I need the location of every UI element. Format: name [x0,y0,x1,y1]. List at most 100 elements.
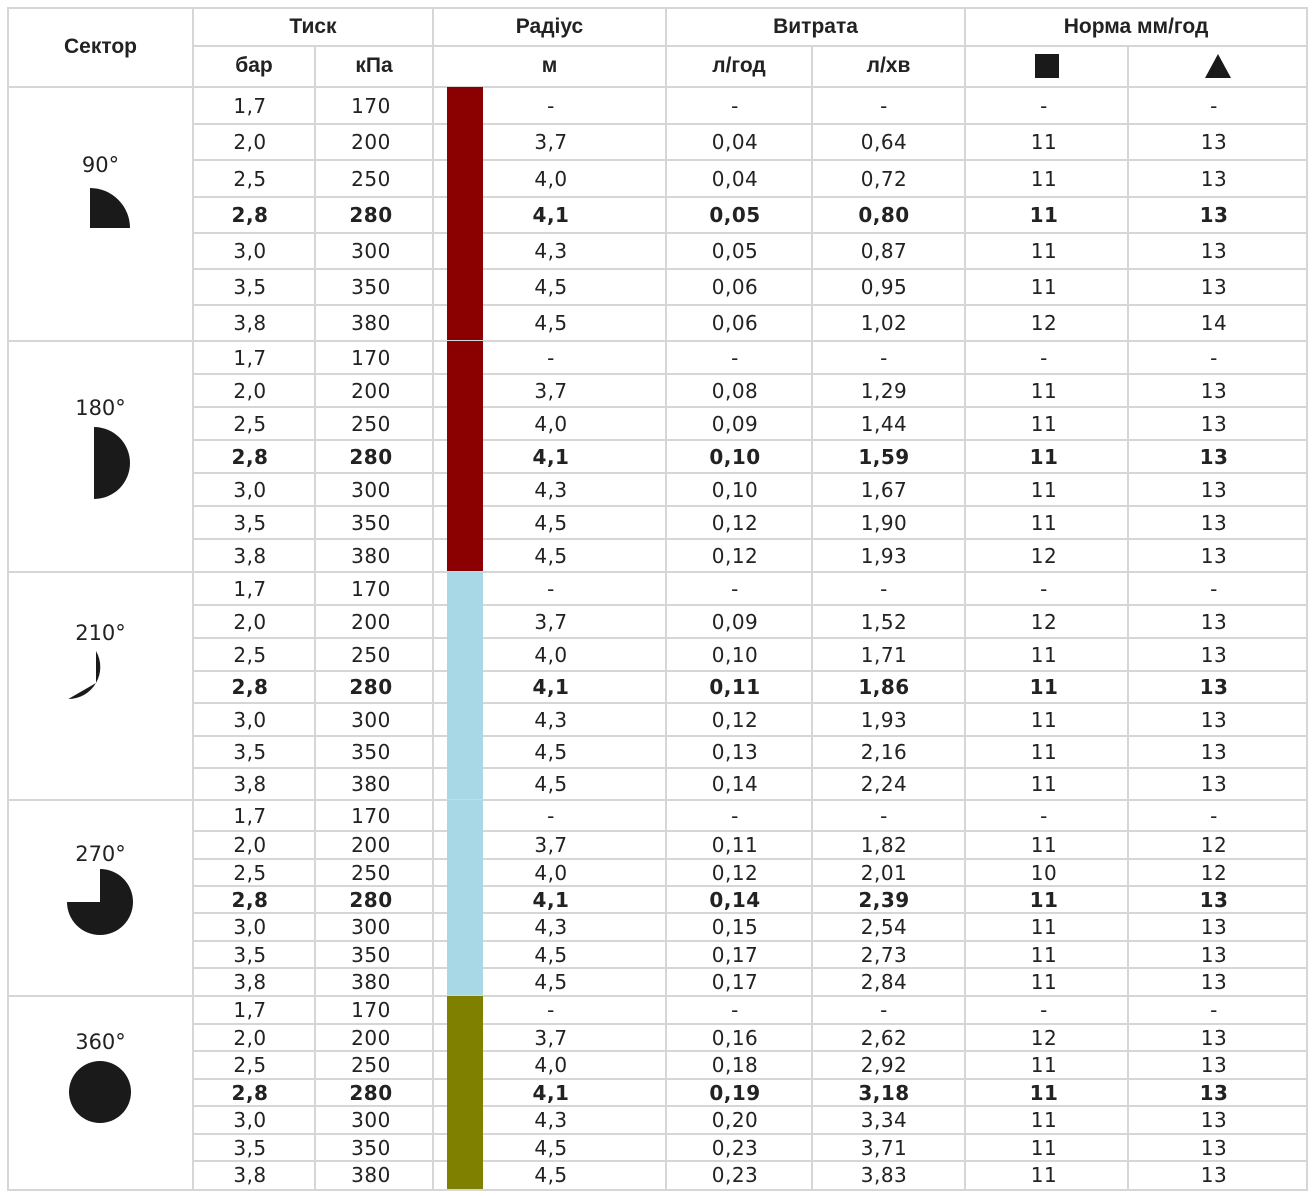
cell-rate-square: 11 [1030,915,1058,939]
row-divider [193,268,1308,270]
cell-rate-square: 11 [1030,833,1058,857]
cell-pressure-bar: 3,8 [233,311,267,335]
cell-rate-triangle: 13 [1200,166,1228,191]
cell-flow-lmin: 0,64 [860,130,908,154]
cell-flow-lh: 0,11 [709,675,761,699]
cell-rate-triangle: 13 [1199,887,1229,912]
cell-pressure-kpa: 280 [349,444,393,469]
header-pressure: Тиск [289,15,337,38]
cell-pressure-kpa: 170 [351,998,391,1022]
cell-flow-lmin: 1,29 [860,378,908,403]
row-divider [193,1105,1308,1107]
cell-rate-triangle: 13 [1200,378,1228,403]
row-divider [193,1133,1308,1135]
cell-pressure-kpa: 250 [351,166,391,191]
cell-pressure-kpa: 250 [351,411,391,436]
cell-rate-triangle: 13 [1200,1025,1228,1050]
cell-flow-lmin: 2,16 [860,740,908,764]
row-divider [7,7,1308,9]
cell-flow-lmin: 2,39 [858,887,910,912]
cell-rate-triangle: - [1210,803,1218,828]
cell-pressure-bar: 3,5 [233,510,267,535]
cell-flow-lmin: 1,93 [860,543,908,568]
row-divider [193,45,1308,47]
cell-rate-triangle: 13 [1200,642,1228,667]
row-divider [193,604,1308,606]
row-divider [193,858,1308,860]
cell-rate-triangle: 12 [1200,833,1228,857]
row-divider [193,670,1308,672]
cell-flow-lh: 0,09 [711,609,759,634]
cell-pressure-bar: 2,5 [233,642,267,667]
cell-pressure-bar: 3,0 [233,239,267,263]
cell-rate-square: 11 [1030,642,1058,667]
cell-flow-lh: 0,10 [709,444,761,469]
cell-flow-lmin: 0,72 [860,166,908,191]
cell-flow-lh: - [731,93,739,118]
cell-pressure-bar: 2,8 [231,444,269,469]
cell-radius: 4,0 [534,642,568,667]
cell-radius: 4,3 [534,477,568,502]
cell-rate-square: 12 [1030,1025,1058,1050]
cell-radius: 4,5 [534,311,568,335]
cell-rate-triangle: 13 [1200,942,1228,967]
cell-flow-lmin: 0,87 [860,239,908,263]
cell-pressure-bar: 2,5 [233,166,267,191]
cell-flow-lh: 0,19 [709,1080,761,1105]
cell-radius: 3,7 [534,609,568,634]
cell-pressure-bar: 2,8 [231,887,269,912]
quarter-circle-icon [88,186,132,234]
cell-flow-lh: - [731,998,739,1022]
cell-radius: 4,5 [534,275,568,299]
cell-radius: 4,5 [534,1135,568,1160]
cell-radius: 4,0 [534,1053,568,1077]
row-divider [7,340,1308,342]
cell-rate-square: 11 [1030,1108,1058,1132]
cell-rate-square: 11 [1029,887,1059,912]
cell-flow-lh: 0,10 [711,642,759,667]
column-divider [192,7,194,1191]
cell-flow-lh: 0,16 [711,1025,759,1050]
cell-radius: 4,1 [532,444,570,469]
sector-label: 180° [75,396,126,420]
header-pressure-kpa: кПа [355,54,393,77]
cell-flow-lmin: 1,52 [860,609,908,634]
cell-rate-triangle: 13 [1200,1053,1228,1077]
cell-flow-lh: 0,06 [711,275,759,299]
cell-rate-square: - [1040,576,1048,601]
cell-radius: 4,5 [534,970,568,994]
cell-flow-lh: 0,05 [711,239,759,263]
cell-pressure-bar: 3,0 [233,915,267,939]
cell-pressure-kpa: 200 [351,1025,391,1050]
row-divider [193,1078,1308,1080]
cell-rate-square: 12 [1030,543,1058,568]
header-pressure-bar: бар [235,54,273,77]
cell-radius: - [547,345,555,370]
cell-flow-lh: 0,12 [711,543,759,568]
sector-210-icon [63,650,129,720]
cell-rate-triangle: 13 [1200,477,1228,502]
header-flow-lh: л/год [712,54,766,77]
cell-rate-triangle: 13 [1200,609,1228,634]
cell-radius: 3,7 [534,1025,568,1050]
cell-pressure-kpa: 200 [351,833,391,857]
cell-rate-square: - [1040,998,1048,1022]
cell-radius: 4,3 [534,707,568,732]
cell-flow-lmin: 1,90 [860,510,908,535]
cell-pressure-kpa: 380 [351,970,391,994]
cell-pressure-bar: 2,0 [233,609,267,634]
cell-pressure-kpa: 200 [351,130,391,154]
cell-radius: 4,3 [534,915,568,939]
cell-rate-triangle: 13 [1199,1080,1229,1105]
cell-pressure-bar: 2,0 [233,378,267,403]
cell-pressure-bar: 2,0 [233,1025,267,1050]
cell-rate-square: 11 [1030,275,1058,299]
cell-rate-triangle: 13 [1200,970,1228,994]
cell-flow-lmin: - [880,998,888,1022]
cell-radius: 4,3 [534,1108,568,1132]
three-quarter-circle-icon [65,867,135,941]
row-divider [193,1050,1308,1052]
cell-rate-square: 11 [1030,411,1058,436]
cell-pressure-bar: 2,8 [231,1080,269,1105]
cell-rate-triangle: - [1210,576,1218,601]
